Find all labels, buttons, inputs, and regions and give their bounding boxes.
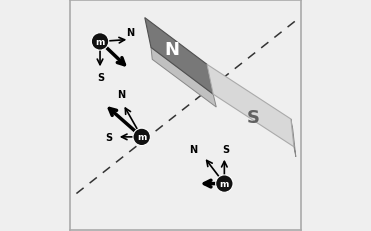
- Text: N: N: [117, 90, 125, 100]
- Polygon shape: [145, 18, 213, 95]
- Text: m: m: [220, 179, 229, 188]
- Text: N: N: [164, 41, 179, 59]
- Text: N: N: [189, 144, 197, 154]
- Text: S: S: [222, 144, 229, 154]
- Circle shape: [91, 33, 109, 51]
- Text: N: N: [127, 27, 135, 37]
- Text: S: S: [98, 73, 105, 83]
- Circle shape: [216, 175, 233, 192]
- Text: m: m: [137, 133, 147, 142]
- Text: m: m: [95, 38, 105, 47]
- Circle shape: [133, 129, 150, 146]
- Polygon shape: [291, 119, 296, 157]
- Polygon shape: [151, 48, 216, 108]
- Polygon shape: [207, 65, 294, 147]
- Text: S: S: [105, 132, 112, 142]
- Text: S: S: [247, 109, 260, 126]
